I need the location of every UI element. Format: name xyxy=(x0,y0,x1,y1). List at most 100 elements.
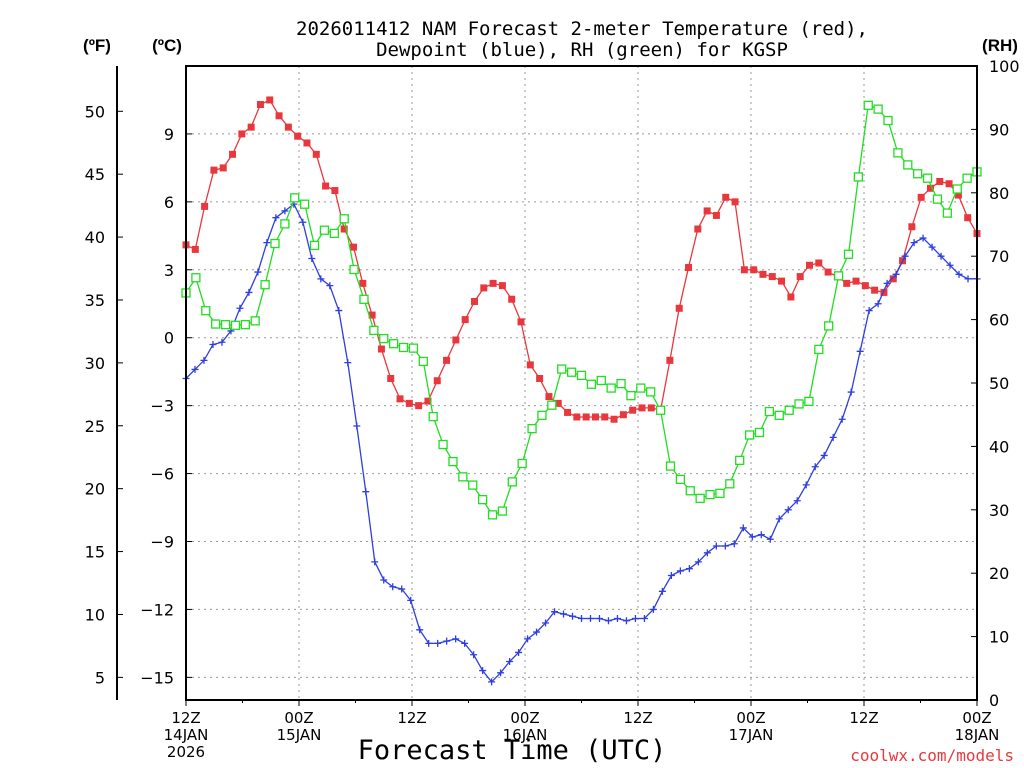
dewpoint-point xyxy=(407,596,415,604)
celsius-tick-label: −9 xyxy=(150,533,174,552)
temperature-point xyxy=(610,415,618,423)
dewpoint-point xyxy=(272,214,280,222)
temperature-point xyxy=(303,139,311,147)
rh-point xyxy=(843,249,854,259)
rh-line xyxy=(185,104,978,516)
celsius-unit-label: (ºC) xyxy=(152,36,182,55)
temperature-point xyxy=(861,282,869,290)
celsius-tick-label: 0 xyxy=(164,329,174,348)
dewpoint-point xyxy=(946,261,954,269)
temperature-point xyxy=(852,277,860,285)
dewpoint-point xyxy=(766,535,774,543)
fahrenheit-tick-label: 45 xyxy=(85,165,105,184)
rh-point xyxy=(903,160,913,170)
temperature-point xyxy=(685,264,693,272)
temperature-point xyxy=(768,273,776,281)
dewpoint-point xyxy=(254,268,262,276)
rh-point xyxy=(814,344,824,355)
rh-tick-label: 80 xyxy=(989,184,1009,203)
rh-point xyxy=(616,378,626,389)
dewpoint-point xyxy=(928,243,936,251)
x-tick-label: 14JAN xyxy=(164,726,209,744)
temperature-point xyxy=(722,193,730,201)
temperature-point xyxy=(489,279,497,287)
rh-point xyxy=(833,271,844,281)
temperature-point xyxy=(498,282,506,290)
dewpoint-point xyxy=(371,558,379,566)
dewpoint-point xyxy=(191,365,199,373)
dewpoint-point xyxy=(263,239,271,247)
rh-point xyxy=(458,472,468,482)
temperature-point xyxy=(815,259,823,267)
dewpoint-point xyxy=(281,207,289,215)
dewpoint-point xyxy=(362,488,370,496)
rh-point xyxy=(804,396,814,407)
dewpoint-point xyxy=(622,617,630,625)
rh-point xyxy=(665,461,676,471)
rh-tick-label: 40 xyxy=(989,437,1009,456)
dewpoint-point xyxy=(856,347,864,355)
rh-point xyxy=(369,325,379,336)
rh-unit-label: (RH) xyxy=(982,36,1018,55)
dewpoint-point xyxy=(398,585,406,593)
rh-point xyxy=(922,173,933,183)
dewpoint-point xyxy=(542,619,550,627)
dewpoint-point xyxy=(649,605,657,613)
temperature-point xyxy=(554,399,562,407)
temperature-point xyxy=(359,279,367,287)
rh-point xyxy=(952,184,962,194)
temperature-series xyxy=(182,96,981,423)
x-tick-label: 12Z xyxy=(171,709,200,727)
x-tick-label: 2026 xyxy=(167,743,205,761)
rh-tick-label: 50 xyxy=(989,374,1009,393)
rh-tick-label: 100 xyxy=(989,57,1020,76)
rh-series xyxy=(181,100,982,520)
dewpoint-point xyxy=(748,533,756,541)
temperature-point xyxy=(601,413,609,421)
rh-point xyxy=(962,173,972,183)
temperature-point xyxy=(591,413,599,421)
rh-point xyxy=(853,172,863,182)
rh-point xyxy=(537,410,547,420)
dewpoint-point xyxy=(955,270,963,278)
rh-point xyxy=(487,510,498,520)
dewpoint-point xyxy=(631,614,639,622)
rh-point xyxy=(547,400,557,410)
temperature-point xyxy=(238,130,246,138)
rh-point xyxy=(497,506,508,516)
dewpoint-point xyxy=(613,614,621,622)
plot-frame xyxy=(185,65,978,701)
dewpoint-point xyxy=(712,542,720,550)
temperature-point xyxy=(405,399,413,407)
celsius-tick-label: 3 xyxy=(164,261,174,280)
temperature-point xyxy=(294,132,302,140)
fahrenheit-tick-label: 5 xyxy=(95,668,105,687)
rh-point xyxy=(883,115,893,126)
fahrenheit-tick-label: 15 xyxy=(85,543,105,562)
x-tick-label: 16JAN xyxy=(503,726,548,744)
fahrenheit-tick-label: 35 xyxy=(85,291,105,310)
temperature-point xyxy=(340,225,348,233)
dewpoint-point xyxy=(874,300,882,308)
x-tick-label: 15JAN xyxy=(277,726,322,744)
dewpoint-point xyxy=(434,639,442,647)
x-tick-label: 12Z xyxy=(623,709,652,727)
rh-point xyxy=(290,193,300,203)
temperature-point xyxy=(936,177,944,185)
dewpoint-point xyxy=(524,635,532,643)
rh-point xyxy=(477,495,488,505)
dewpoint-point xyxy=(317,275,325,283)
rh-point xyxy=(893,148,903,158)
rh-point xyxy=(349,264,359,275)
dewpoint-point xyxy=(784,506,792,514)
rh-point xyxy=(636,383,646,393)
celsius-tick-label: 6 xyxy=(164,193,174,212)
rh-point xyxy=(388,339,399,349)
rh-point xyxy=(359,294,369,304)
gridlines xyxy=(186,66,977,700)
temperature-point xyxy=(964,214,972,222)
temperature-point xyxy=(908,223,916,231)
temperature-point xyxy=(368,311,376,319)
dewpoint-point xyxy=(694,558,702,566)
temperature-point xyxy=(284,123,292,131)
